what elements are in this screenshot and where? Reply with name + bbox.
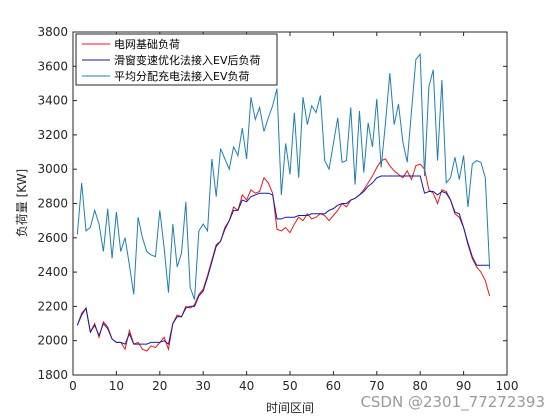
y-tick-label: 1800 xyxy=(37,368,68,382)
x-axis-label: 时间区间 xyxy=(266,401,314,415)
legend-label: 平均分配充电法接入EV负荷 xyxy=(114,69,249,83)
x-tick-label: 10 xyxy=(109,379,124,393)
x-tick-label: 40 xyxy=(239,379,254,393)
x-tick-label: 80 xyxy=(413,379,428,393)
x-tick-label: 70 xyxy=(369,379,384,393)
y-tick-label: 2000 xyxy=(37,334,68,348)
y-tick-label: 2200 xyxy=(37,299,68,313)
x-tick-label: 0 xyxy=(69,379,77,393)
watermark: CSDN @2301_77272393 xyxy=(360,393,545,412)
line-series xyxy=(76,158,491,352)
line-series xyxy=(76,52,491,300)
x-tick-label: 90 xyxy=(456,379,471,393)
x-tick-label: 30 xyxy=(196,379,211,393)
y-tick-label: 3000 xyxy=(37,162,68,176)
y-tick-label: 3400 xyxy=(37,94,68,108)
y-tick-label: 3200 xyxy=(37,128,68,142)
plot-area xyxy=(72,31,508,376)
legend-label: 滑窗变速优化法接入EV后负荷 xyxy=(114,53,260,67)
y-axis-label: 负荷量 [KW] xyxy=(15,169,29,238)
y-tick-label: 3800 xyxy=(37,25,68,39)
x-tick-label: 50 xyxy=(282,379,297,393)
x-tick-label: 100 xyxy=(496,379,519,393)
y-tick-label: 2400 xyxy=(37,265,68,279)
y-tick-label: 2800 xyxy=(37,197,68,211)
y-tick-label: 3600 xyxy=(37,59,68,73)
legend-label: 电网基础负荷 xyxy=(114,37,180,51)
x-tick-label: 20 xyxy=(152,379,167,393)
y-tick-label: 2600 xyxy=(37,231,68,245)
line-series xyxy=(76,175,490,346)
x-tick-label: 60 xyxy=(326,379,341,393)
